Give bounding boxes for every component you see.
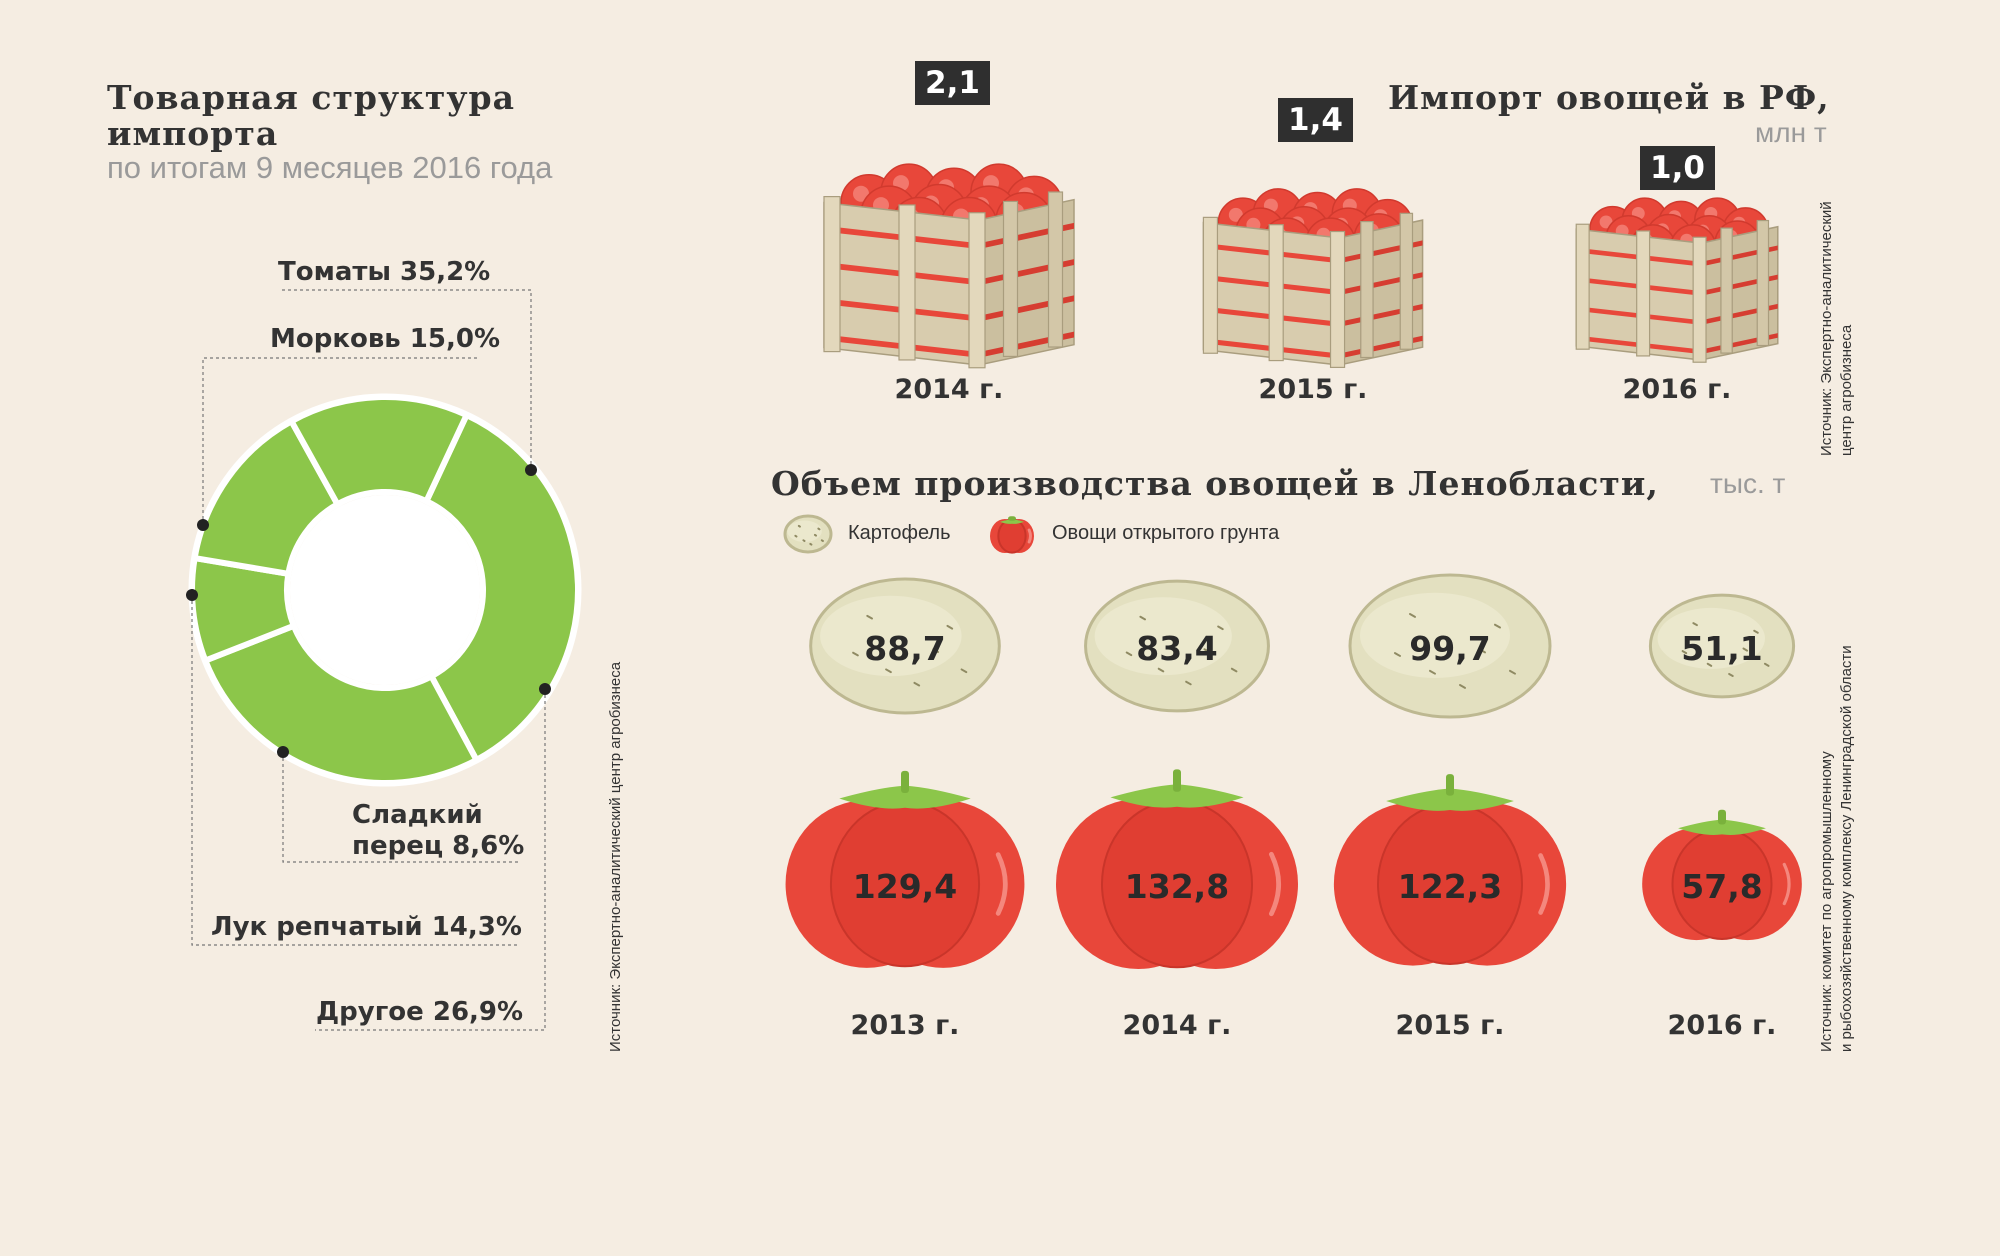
- import-title: Импорт овощей в РФ,: [1388, 78, 1830, 117]
- tomato-0: [785, 770, 1025, 968]
- crate-post: [1360, 220, 1374, 359]
- leader-carrot: [202, 357, 480, 525]
- tomato-3: [1642, 809, 1802, 941]
- donut-subtitle: по итогам 9 месяцев 2016 года: [107, 150, 553, 185]
- label-tomatoes: Томаты 35,2%: [278, 257, 491, 287]
- crate-post: [1692, 236, 1707, 363]
- potato-3: [1648, 593, 1796, 699]
- prod-year-2015: 2015 г.: [1395, 1010, 1505, 1041]
- legend-potato-icon: [783, 514, 833, 554]
- dot-pepper: [277, 746, 289, 758]
- crate-tomato-shine: [853, 185, 869, 202]
- crate-post: [1002, 200, 1019, 358]
- crate-post: [968, 212, 986, 369]
- tomato-2: [1333, 774, 1567, 966]
- legend-veg-icon: [990, 516, 1034, 554]
- crate-post: [1636, 230, 1651, 357]
- crate-2014: [823, 163, 1075, 369]
- label-pepper-line2: перец 8,6%: [352, 831, 525, 861]
- crate-post: [1399, 212, 1414, 350]
- crate-post: [823, 196, 841, 353]
- import-year-2014: 2014 г.: [894, 374, 1004, 405]
- donut-slice-tomatoes: [422, 411, 581, 765]
- crate-tomato-shine: [1228, 207, 1243, 222]
- crate-post: [1202, 216, 1219, 354]
- donut-title-line1: Товарная структура: [107, 78, 515, 117]
- legend-potato-label: Картофель: [848, 522, 951, 544]
- tomato-value-1: 132,8: [1125, 867, 1229, 906]
- leader-other: [315, 689, 546, 1031]
- import-value-2015: 1,4: [1278, 98, 1353, 142]
- crate-post: [898, 204, 916, 361]
- donut-hole: [290, 495, 480, 685]
- crate-post: [1756, 219, 1770, 347]
- potato-value-1: 83,4: [1136, 629, 1217, 668]
- production-source-line1: Источник: комитет по агропромышленному: [1818, 751, 1835, 1052]
- legend-veg-label: Овощи открытого грунта: [1052, 522, 1280, 544]
- potato-2: [1348, 573, 1552, 719]
- crate-tomato-shine: [1599, 215, 1613, 229]
- import-value-2014: 2,1: [915, 61, 990, 105]
- tomato-value-2: 122,3: [1398, 867, 1502, 906]
- production-title: Объем производства овощей в Ленобласти,: [771, 464, 1659, 503]
- potato-value-2: 99,7: [1409, 629, 1490, 668]
- label-carrot: Морковь 15,0%: [270, 324, 501, 354]
- dot-carrot: [197, 519, 209, 531]
- donut-title-line2: импорта: [107, 114, 279, 153]
- crate-post: [1720, 227, 1733, 354]
- import-year-2015: 2015 г.: [1258, 374, 1368, 405]
- prod-year-2014: 2014 г.: [1122, 1010, 1232, 1041]
- production-source-line2: и рыбохозяйственному комплексу Ленинград…: [1838, 645, 1855, 1052]
- potato-1: [1084, 579, 1270, 713]
- dot-other: [539, 683, 551, 695]
- dot-onion: [186, 589, 198, 601]
- donut-slice-other: [201, 621, 481, 786]
- crate-2015: [1202, 188, 1424, 369]
- label-other: Другое 26,9%: [316, 997, 524, 1027]
- donut-slice-carrot: [287, 394, 471, 509]
- dot-tomatoes: [525, 464, 537, 476]
- production-unit: тыс. т: [1710, 468, 1786, 499]
- prod-year-2013: 2013 г.: [850, 1010, 960, 1041]
- tomato-1: [1056, 769, 1298, 969]
- crate-post: [1047, 191, 1064, 348]
- tomato-value-3: 57,8: [1681, 867, 1762, 906]
- leader-pepper: [282, 752, 520, 863]
- import-value-2016: 1,0: [1640, 146, 1715, 190]
- potato-value-0: 88,7: [864, 629, 945, 668]
- label-pepper-line1: Сладкий: [352, 800, 483, 830]
- crate-post: [1575, 223, 1590, 350]
- import-unit: млн т: [1755, 117, 1827, 148]
- crate-post: [1329, 230, 1346, 369]
- crate-2016: [1575, 197, 1779, 363]
- label-onion: Лук репчатый 14,3%: [211, 912, 522, 942]
- crate-post: [1268, 224, 1284, 362]
- leader-tomatoes: [280, 289, 532, 470]
- leader-onion: [191, 595, 520, 946]
- import-year-2016: 2016 г.: [1622, 374, 1732, 405]
- tomato-value-0: 129,4: [853, 867, 957, 906]
- potato-value-3: 51,1: [1681, 629, 1762, 668]
- prod-year-2016: 2016 г.: [1667, 1010, 1777, 1041]
- potato-0: [809, 577, 1001, 715]
